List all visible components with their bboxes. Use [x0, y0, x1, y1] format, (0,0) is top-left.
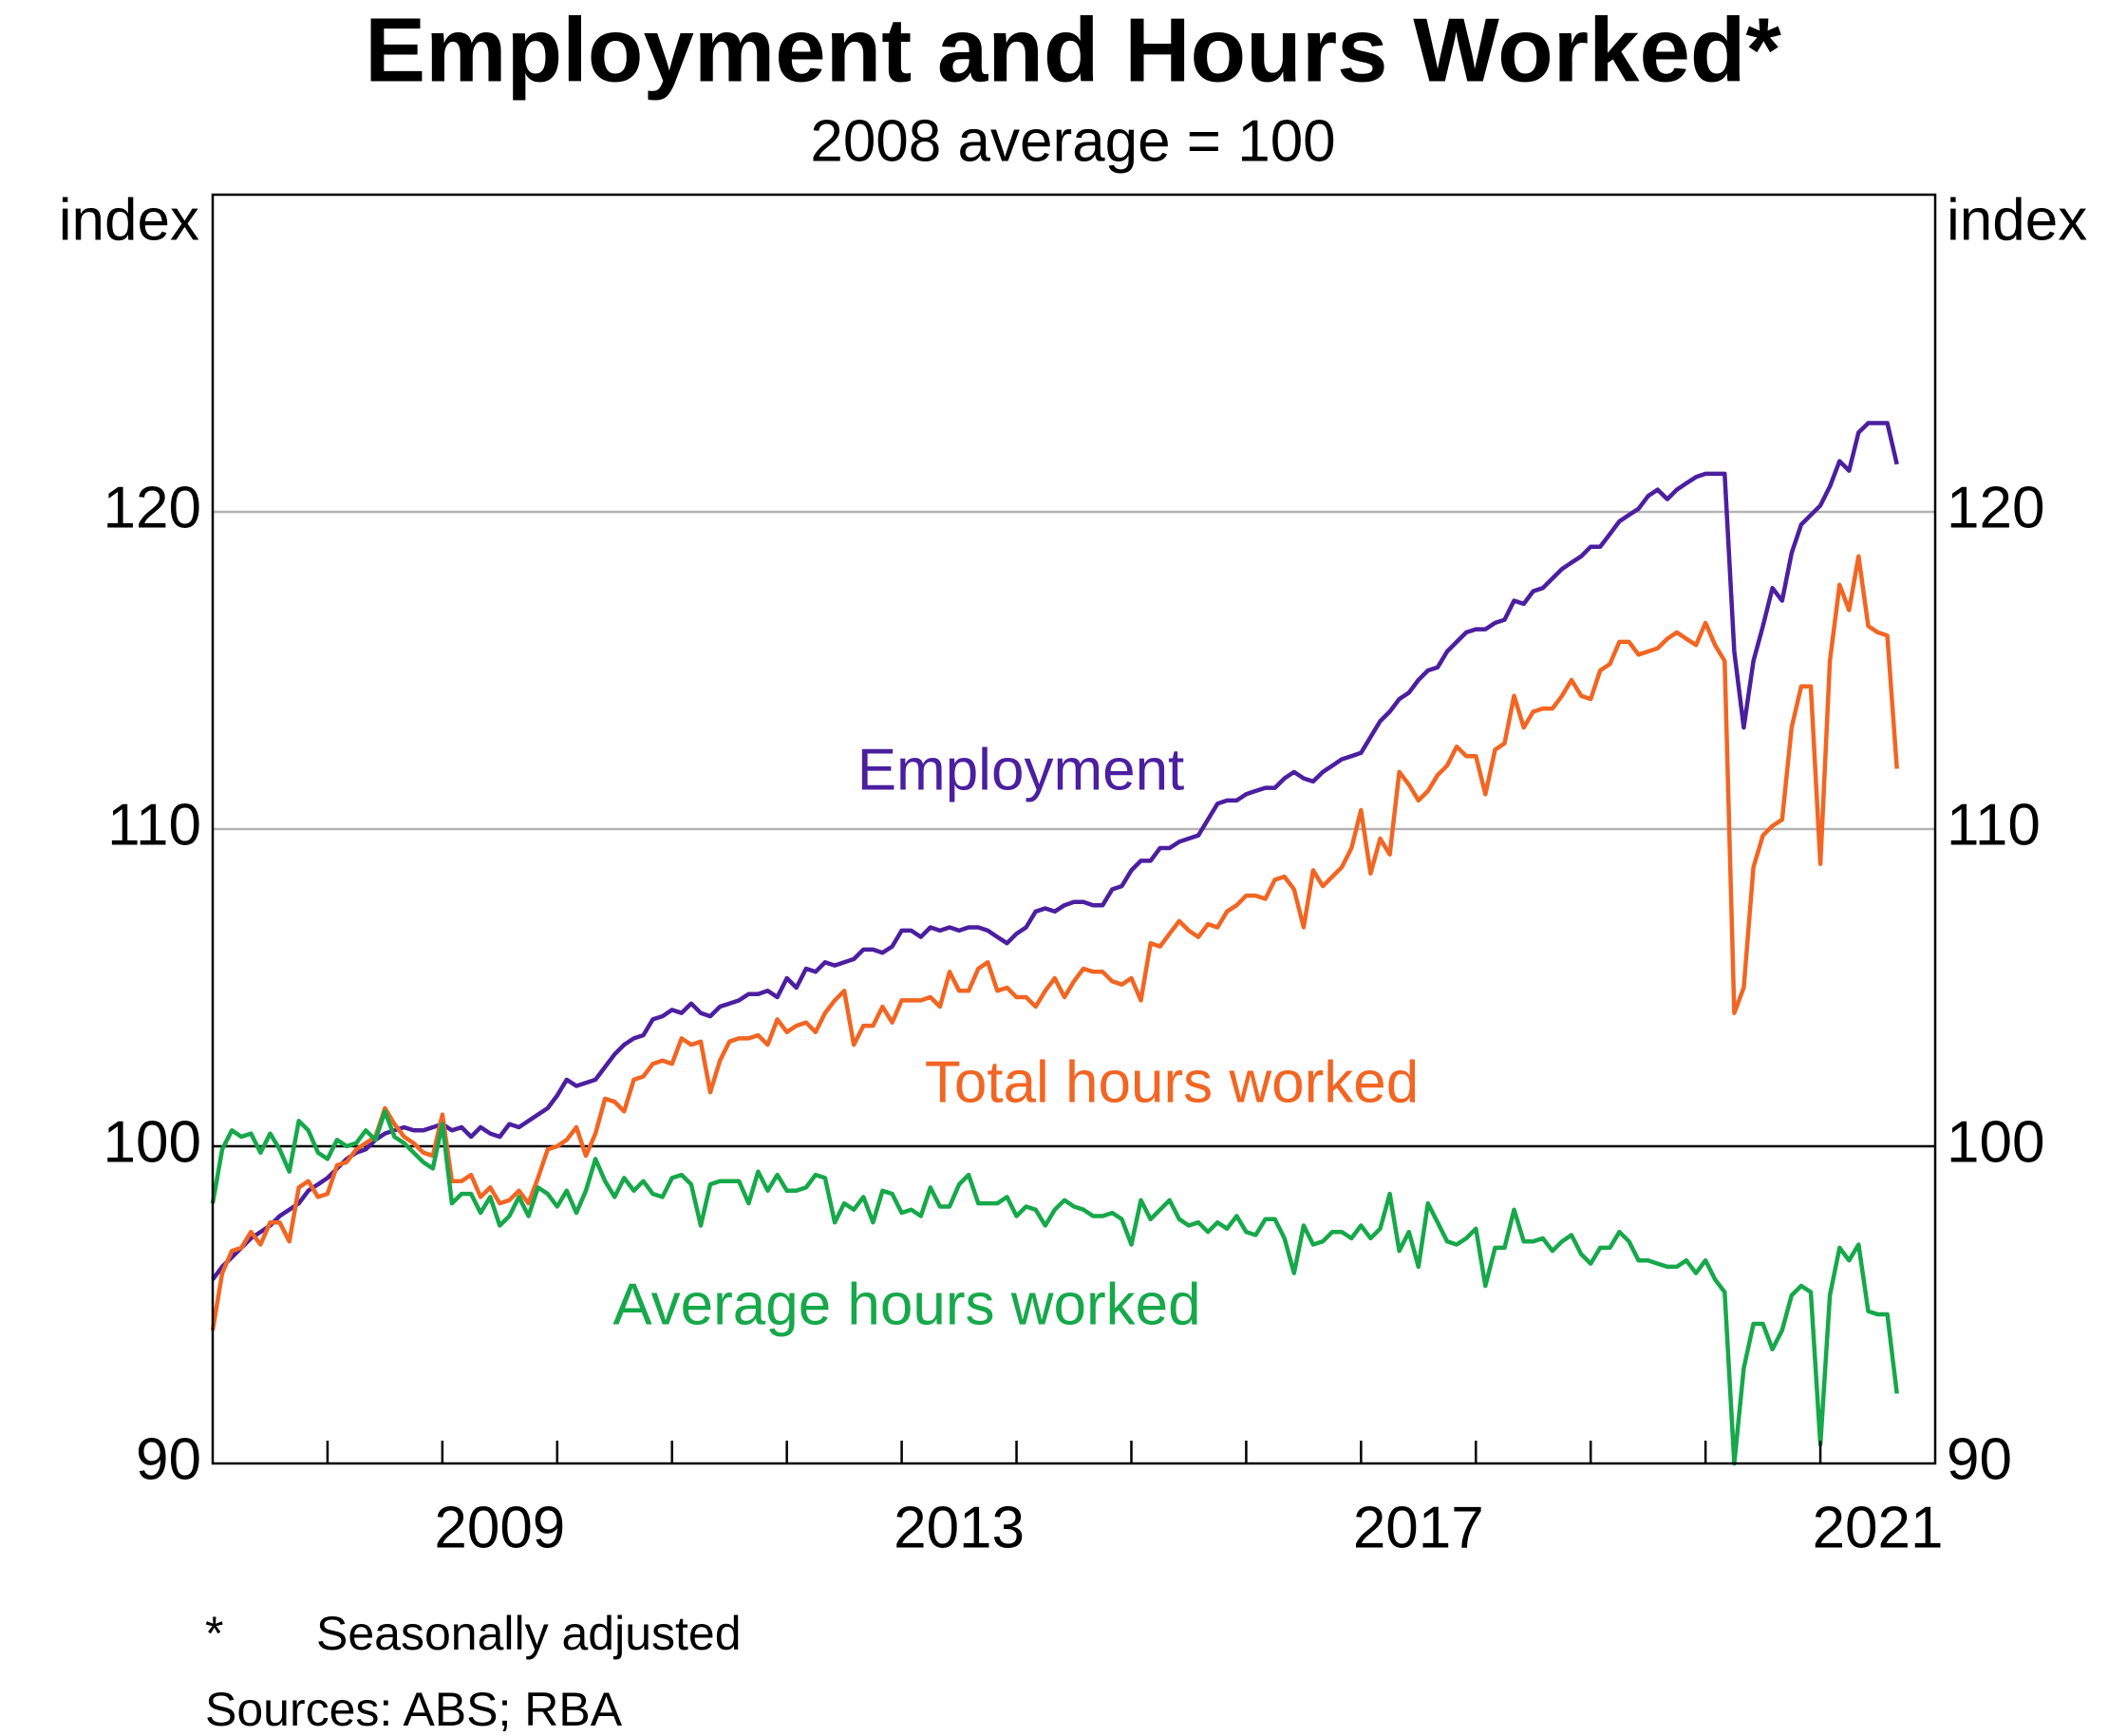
y2-tick-label: 100: [1947, 1109, 2044, 1175]
y2-tick-label: 90: [1947, 1426, 2012, 1492]
chart-title: Employment and Hours Worked*: [365, 0, 1781, 101]
chart-subtitle: 2008 average = 100: [810, 108, 1335, 174]
sources: Sources: ABS; RBA: [205, 1683, 623, 1731]
y2-tick-label: 110: [1947, 792, 2041, 858]
plot-frame: [211, 193, 1937, 1465]
y-tick-label: 120: [104, 475, 201, 540]
y-tick-label: 100: [104, 1109, 201, 1175]
series-line: [210, 554, 1899, 1331]
series-label: Employment: [857, 737, 1185, 802]
series-label: Average hours worked: [612, 1272, 1200, 1337]
footnote-symbol: *: [205, 1607, 223, 1660]
y2-tick-label: 120: [1947, 475, 2044, 540]
x-tick-label: 2021: [1813, 1495, 1944, 1560]
series-line: [211, 421, 1899, 1281]
x-tick-label: 2017: [1353, 1495, 1484, 1560]
x-tick-label: 2009: [434, 1495, 565, 1560]
footnote: Seasonally adjusted: [316, 1607, 742, 1660]
y-tick-label: 90: [136, 1426, 201, 1492]
y-axis-label: index: [59, 187, 199, 253]
y-tick-label: 110: [107, 792, 201, 858]
x-tick-label: 2013: [894, 1495, 1025, 1560]
series-line: [210, 1109, 1899, 1466]
series-label: Total hours worked: [925, 1049, 1419, 1115]
y2-axis-label: index: [1947, 187, 2087, 253]
